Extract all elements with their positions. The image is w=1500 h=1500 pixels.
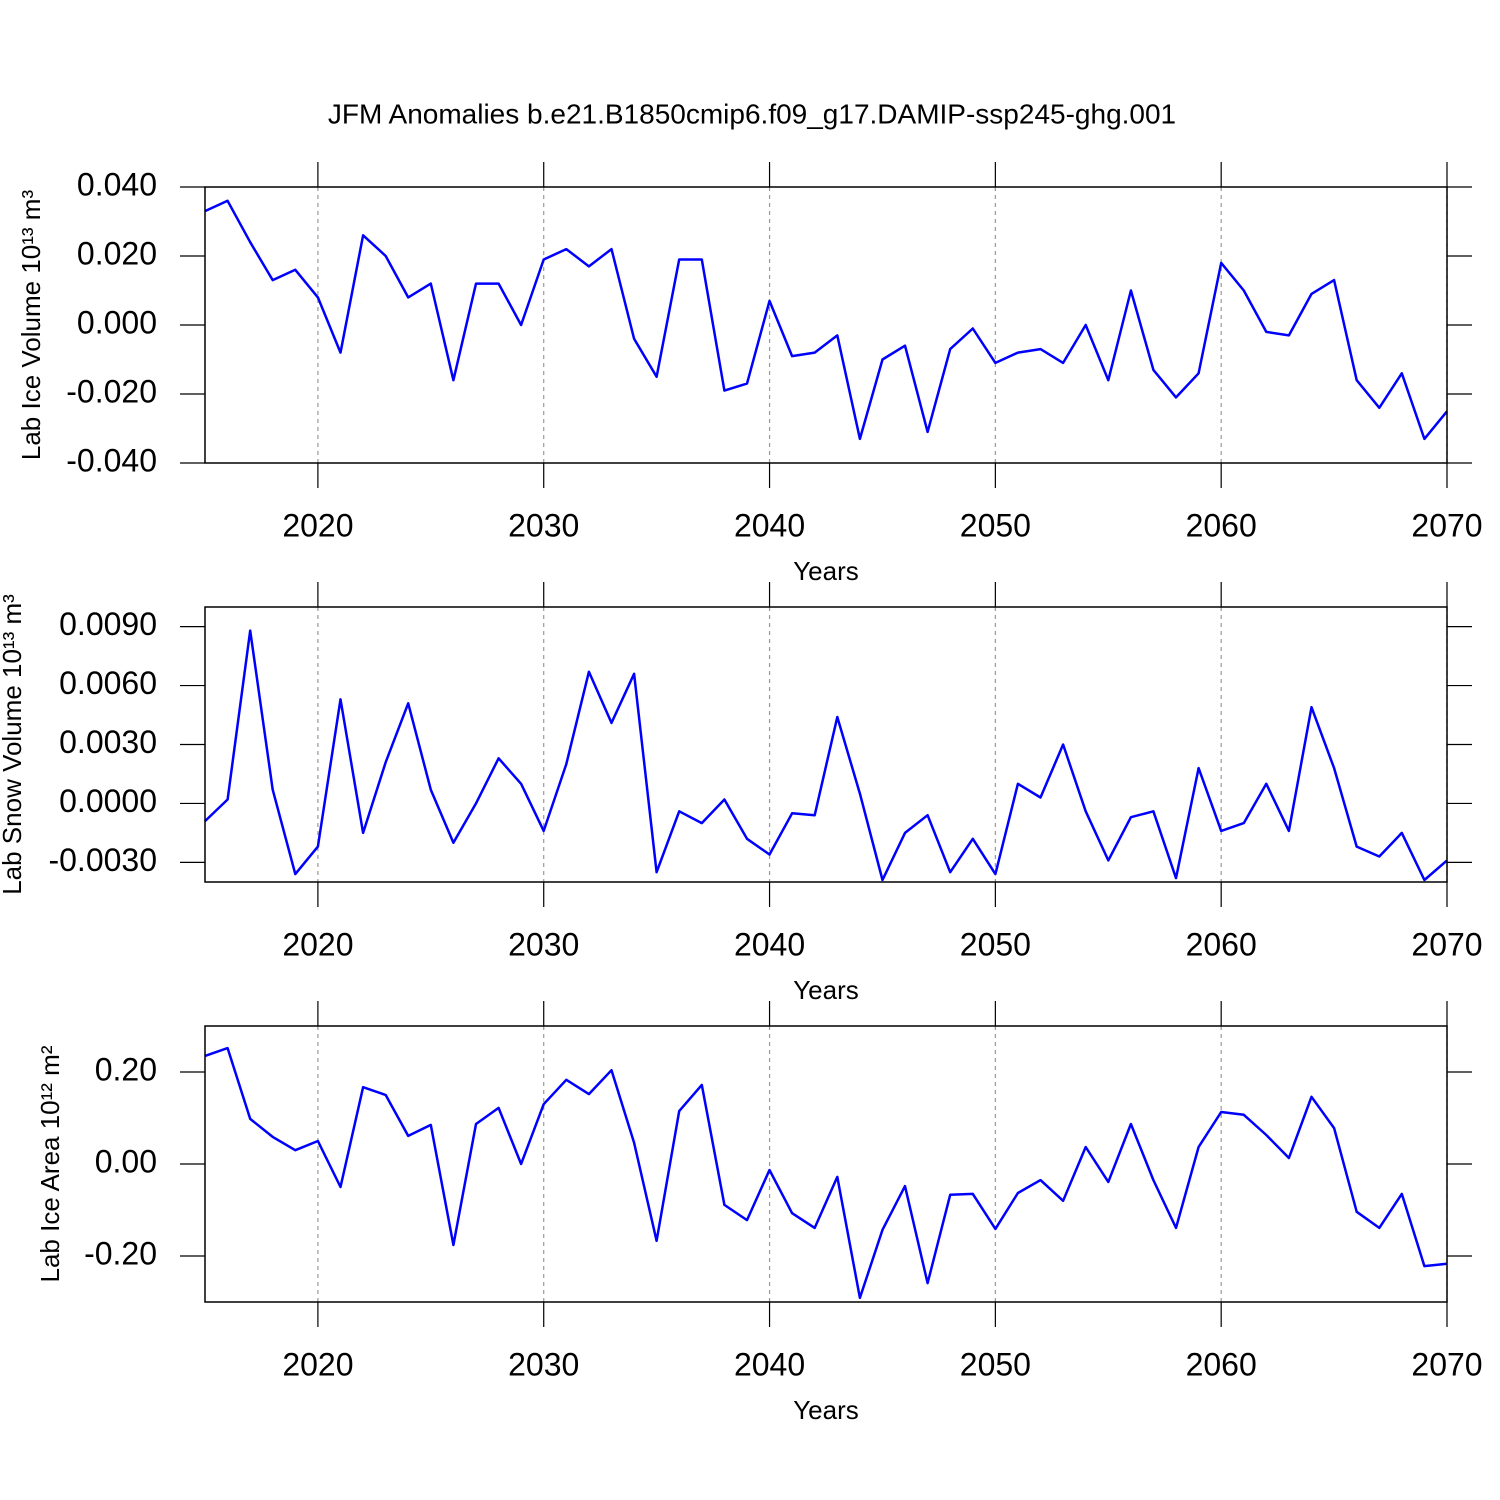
x-tick-label: 2050	[960, 1346, 1031, 1382]
x-tick-label: 2020	[282, 926, 353, 962]
x-tick-label: 2020	[282, 1346, 353, 1382]
x-tick-label: 2050	[960, 926, 1031, 962]
x-tick-label: 2030	[508, 507, 579, 543]
x-tick-label: 2040	[734, 507, 805, 543]
x-tick-label: 2040	[734, 926, 805, 962]
data-line	[204, 199, 1448, 441]
y-axis-label: Lab Ice Volume 10¹³ m³	[16, 190, 46, 461]
y-tick-label: -0.20	[84, 1235, 157, 1271]
x-tick-label: 2060	[1186, 1346, 1257, 1382]
x-tick-label: 2070	[1411, 1346, 1482, 1382]
x-tick-label: 2070	[1411, 926, 1482, 962]
data-line	[204, 629, 1448, 882]
y-tick-label: 0.000	[77, 304, 157, 340]
x-tick-label: 2030	[508, 926, 579, 962]
x-axis-label: Years	[793, 1395, 859, 1425]
y-tick-label: 0.0030	[59, 724, 157, 760]
y-axis-label: Lab Ice Area 10¹² m²	[35, 1045, 65, 1282]
plot-frame	[204, 606, 1448, 883]
y-tick-label: 0.0000	[59, 783, 157, 819]
x-tick-label: 2060	[1186, 507, 1257, 543]
y-tick-label: -0.040	[66, 442, 157, 478]
x-tick-label: 2060	[1186, 926, 1257, 962]
y-tick-label: -0.020	[66, 373, 157, 409]
y-tick-label: 0.20	[95, 1051, 157, 1087]
y-tick-label: 0.0090	[59, 606, 157, 642]
y-tick-label: -0.0030	[48, 842, 157, 878]
x-axis-label: Years	[793, 975, 859, 1005]
data-line	[204, 1046, 1448, 1300]
y-axis-label: Lab Snow Volume 10¹³ m³	[0, 594, 27, 895]
y-tick-label: 0.020	[77, 235, 157, 271]
plot-frame	[204, 1025, 1448, 1303]
x-tick-label: 2050	[960, 507, 1031, 543]
y-tick-label: 0.040	[77, 166, 157, 202]
plot-frame	[204, 186, 1448, 464]
x-tick-label: 2070	[1411, 507, 1482, 543]
y-tick-label: 0.00	[95, 1143, 157, 1179]
y-tick-label: 0.0060	[59, 665, 157, 701]
chart-title: JFM Anomalies b.e21.B1850cmip6.f09_g17.D…	[328, 98, 1176, 129]
x-tick-label: 2040	[734, 1346, 805, 1382]
x-axis-label: Years	[793, 556, 859, 586]
x-tick-label: 2020	[282, 507, 353, 543]
x-tick-label: 2030	[508, 1346, 579, 1382]
